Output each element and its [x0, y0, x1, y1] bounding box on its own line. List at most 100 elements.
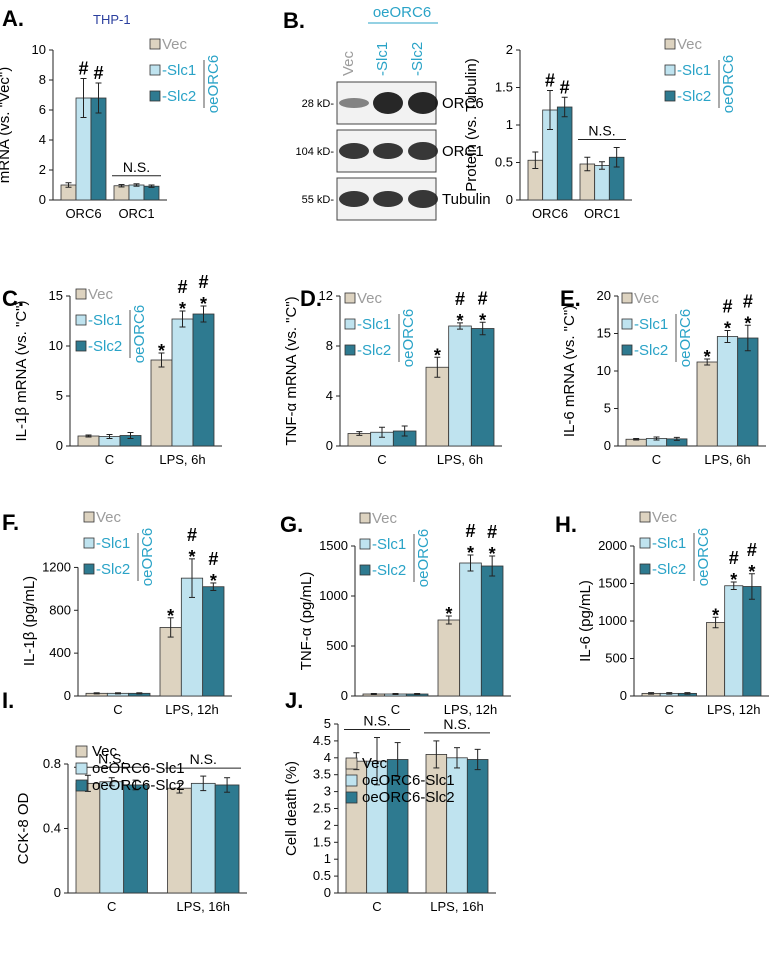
- bar-vec-1: [425, 366, 450, 447]
- y-tick-label: 5: [56, 388, 63, 403]
- blot-lane-label: -Slc2: [409, 42, 426, 76]
- blot-group-header: oeORC6: [373, 4, 431, 21]
- legend-swatch: [75, 314, 87, 326]
- panel-letter: A.: [2, 6, 24, 31]
- y-tick-label: 1200: [42, 559, 71, 574]
- blot-band: [339, 143, 369, 159]
- bar--slc1-1: [171, 318, 194, 447]
- bar--slc2-1: [737, 337, 759, 447]
- significance-mark: *: [158, 341, 165, 361]
- significance-mark: *: [200, 294, 207, 314]
- panel-letter: F.: [2, 510, 19, 535]
- bar--slc1-1: [716, 336, 739, 447]
- legend-group-label: oeORC6: [139, 528, 156, 586]
- panel-letter: G.: [280, 512, 303, 537]
- y-tick-label: 0: [54, 885, 61, 900]
- significance-mark: #: [729, 548, 739, 568]
- y-axis-label: IL-6 mRNA (vs. "C"): [561, 305, 578, 437]
- x-tick-label: LPS, 16h: [177, 899, 231, 914]
- legend-swatch: [639, 563, 651, 575]
- y-tick-label: 1000: [598, 613, 627, 628]
- legend-swatch: [75, 762, 88, 775]
- legend: Vec -Slc1 -Slc2 oeORC6: [621, 290, 694, 367]
- x-tick-label: C: [105, 452, 114, 467]
- x-tick-label: C: [652, 452, 661, 467]
- y-axis-label: mRNA (vs. "Vec"): [0, 67, 13, 184]
- significance-mark: *: [467, 543, 474, 563]
- legend-label: -Slc2: [96, 561, 130, 578]
- legend-swatch: [344, 292, 356, 304]
- y-tick-label: 2: [39, 162, 46, 177]
- legend-swatch: [83, 511, 95, 523]
- significance-mark: #: [208, 549, 218, 569]
- bar--slc1-1: [459, 562, 482, 697]
- legend: Vec -Slc1 -Slc2 oeORC6: [344, 290, 417, 367]
- bar--slc2-1: [143, 185, 160, 201]
- y-tick-label: 1.5: [313, 834, 331, 849]
- x-tick-label: C: [665, 702, 674, 717]
- blot-protein-label: ORC6: [442, 95, 484, 112]
- legend: Vec -Slc1 -Slc2 oeORC6: [83, 509, 156, 586]
- significance-mark: *: [167, 606, 174, 626]
- significance-mark: #: [560, 77, 570, 97]
- legend-label: oeORC6-Slc2: [362, 789, 455, 806]
- x-tick-label: C: [377, 452, 386, 467]
- y-tick-label: 20: [597, 288, 611, 303]
- significance-mark: *: [188, 547, 195, 567]
- bar--slc2-1: [470, 328, 495, 447]
- x-tick-label: LPS, 6h: [704, 452, 750, 467]
- y-tick-label: 10: [597, 363, 611, 378]
- legend-swatch: [345, 791, 358, 804]
- significance-mark: #: [545, 71, 555, 91]
- blot-band: [339, 191, 369, 207]
- y-tick-label: 1: [324, 851, 331, 866]
- legend-label: Vec: [162, 36, 188, 53]
- y-tick-label: 0: [341, 688, 348, 703]
- y-tick-label: 8: [326, 338, 333, 353]
- x-tick-label: LPS, 16h: [430, 899, 484, 914]
- ns-label: N.S.: [588, 123, 615, 139]
- panel-letter: D.: [300, 286, 322, 311]
- bar-vec-1: [159, 627, 182, 697]
- legend-label: Vec: [362, 755, 388, 772]
- bar--slc2-1: [742, 586, 762, 697]
- bar-vec-1: [113, 185, 130, 201]
- y-tick-label: 800: [49, 602, 71, 617]
- bar--slc1-1: [594, 165, 610, 201]
- legend-swatch: [639, 537, 651, 549]
- legend-label: oeORC6-Slc2: [92, 777, 185, 794]
- y-tick-label: 4: [39, 132, 46, 147]
- significance-mark: #: [478, 288, 488, 308]
- legend-swatch: [345, 757, 358, 770]
- chart-b2: 0 0.5 1 1.5 2 Protein (vs. Tubulin) # # ORC6 ORC1…: [463, 36, 737, 221]
- legend-swatch: [664, 38, 676, 50]
- y-axis-label: IL-1β mRNA (vs. "C"): [13, 301, 30, 442]
- legend-swatch: [345, 774, 358, 787]
- legend-label: -Slc2: [357, 342, 391, 359]
- significance-mark: *: [712, 605, 719, 625]
- legend-label: -Slc1: [88, 312, 122, 329]
- legend-label: Vec: [88, 286, 114, 303]
- significance-mark: #: [177, 277, 187, 297]
- bar--slc1-1: [448, 325, 472, 447]
- legend-swatch: [75, 745, 88, 758]
- significance-mark: #: [187, 525, 197, 545]
- y-tick-label: 10: [49, 338, 63, 353]
- bar-oeorc6-slc2-0: [123, 784, 148, 894]
- significance-mark: *: [434, 345, 441, 365]
- legend-swatch: [664, 64, 676, 76]
- significance-mark: *: [730, 570, 737, 590]
- blot-band: [339, 98, 369, 108]
- legend-label: -Slc1: [634, 316, 668, 333]
- legend-label: -Slc1: [372, 536, 406, 553]
- ns-label: N.S.: [98, 750, 125, 766]
- y-tick-label: 2: [506, 42, 513, 57]
- significance-mark: #: [93, 63, 103, 83]
- legend-swatch: [639, 511, 651, 523]
- y-tick-label: 3: [324, 784, 331, 799]
